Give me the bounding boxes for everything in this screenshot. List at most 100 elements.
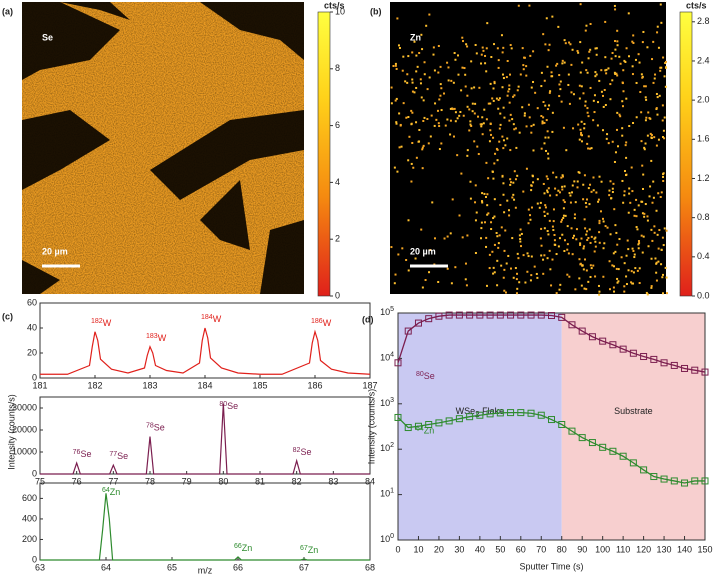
map-pixel [573,180,576,183]
peak-symbol: W [103,318,112,328]
map-pixel [567,73,570,76]
map-pixel [492,177,495,180]
map-pixel [640,73,643,76]
map-pixel [558,83,561,86]
map-pixel [420,228,423,231]
map-pixel [622,201,625,204]
map-pixel [578,84,581,87]
map-pixel [456,154,459,157]
map-pixel [526,252,529,255]
map-pixel [528,4,531,7]
y-tick-exponent: 3 [390,397,394,404]
map-pixel [588,50,591,53]
x-tick-label: 20 [434,544,444,554]
map-pixel [485,161,488,164]
map-pixel [477,153,480,156]
map-pixel [622,69,625,72]
map-pixel [509,267,512,270]
map-pixel [563,39,566,42]
map-pixel [638,267,641,270]
map-pixel [651,201,654,204]
map-pixel [628,187,631,190]
peak-symbol: Se [300,447,311,457]
map-pixel [480,123,483,126]
map-pixel [644,85,647,88]
map-pixel [440,87,443,90]
map-pixel [635,81,638,84]
map-pixel [592,99,595,102]
map-pixel [489,102,492,105]
map-pixel [585,69,588,72]
map-pixel [662,129,665,132]
map-pixel [637,53,640,56]
map-pixel [599,210,602,213]
map-pixel [395,97,398,100]
series-marker [558,420,566,428]
map-pixel [660,248,663,251]
map-pixel [485,236,488,239]
map-pixel [634,58,637,61]
region-label: Substrate [614,406,653,416]
y-tick-base: 10 [380,489,390,499]
map-pixel [491,170,494,173]
map-dark-region [200,180,250,250]
map-pixel [646,46,649,49]
map-pixel [423,116,426,119]
map-pixel [606,226,609,229]
map-pixel [623,290,626,293]
map-pixel [657,192,660,195]
y-tick-label: 0 [32,372,37,382]
map-pixel [656,113,659,116]
x-tick-label: 84 [365,476,375,486]
peak-label: 76Se [73,449,92,460]
map-pixel [406,81,409,84]
map-pixel [438,125,441,128]
x-tick-label: 183 [142,380,157,390]
map-pixel [418,51,421,54]
x-tick-label: 81 [255,476,265,486]
map-pixel [527,103,530,106]
map-pixel [621,81,624,84]
map-pixel [579,41,582,44]
map-pixel [473,112,476,115]
x-tick-label: 185 [252,380,267,390]
map-pixel [432,53,435,56]
map-pixel [504,229,507,232]
map-pixel [590,235,593,238]
map-pixel [662,273,665,276]
map-pixel [653,77,656,80]
map-pixel [543,192,546,195]
map-pixel [488,253,491,256]
map-pixel [428,13,431,16]
map-pixel [661,119,664,122]
map-pixel [595,191,598,194]
map-pixel [593,111,596,114]
map-pixel [651,58,654,61]
map-pixel [480,221,483,224]
map-pixel [395,122,398,125]
map-pixel [400,145,403,148]
map-pixel [394,99,397,102]
map-pixel [594,47,597,50]
map-pixel [430,114,433,117]
map-pixel [522,254,525,257]
map-pixel [490,221,493,224]
map-pixel [501,73,504,76]
series-marker [394,413,402,421]
map-dark-region [22,110,110,190]
map-pixel [397,253,400,256]
map-pixel [635,116,638,119]
map-pixel [578,277,581,280]
map-pixel [443,237,446,240]
map-pixel [394,273,397,276]
map-pixel [545,119,548,122]
map-pixel [604,56,607,59]
map-pixel [520,245,523,248]
map-pixel [481,116,484,119]
map-pixel [660,21,663,24]
map-pixel [415,156,418,159]
map-pixel [523,56,526,59]
map-pixel [401,69,404,72]
map-pixel [470,87,473,90]
map-pixel [613,160,616,163]
